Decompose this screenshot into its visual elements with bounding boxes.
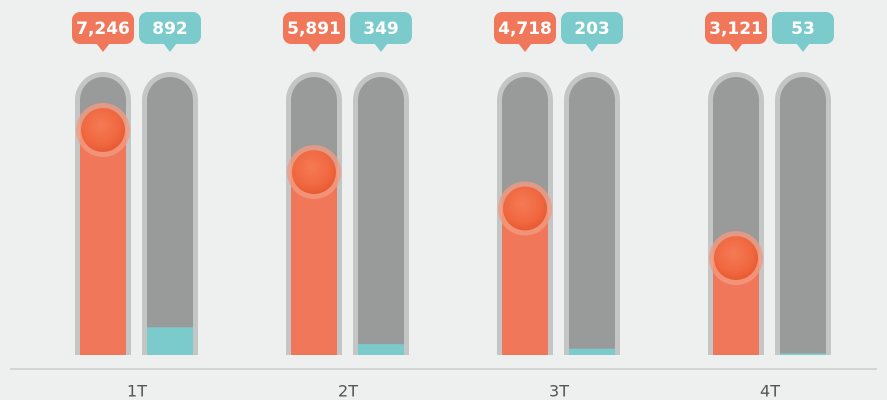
knob <box>503 186 547 231</box>
track-inner <box>569 77 615 355</box>
value-label: 3,121 <box>709 19 763 39</box>
x-tick-label: 3T <box>549 382 569 400</box>
value-label: 5,891 <box>287 19 341 39</box>
value-label: 7,246 <box>76 19 130 39</box>
value-label: 4,718 <box>498 19 552 39</box>
label-pointer <box>307 43 321 52</box>
label-bubble <box>72 12 134 44</box>
track-inner <box>358 77 404 355</box>
label-pointer <box>585 43 599 52</box>
value-label: 892 <box>152 19 188 39</box>
knob <box>292 150 336 195</box>
bar <box>358 344 404 355</box>
label-bubble <box>705 12 767 44</box>
value-label: 53 <box>791 19 815 39</box>
value-label: 203 <box>574 19 610 39</box>
label-pointer <box>374 43 388 52</box>
label-pointer <box>518 43 532 52</box>
label-bubble <box>772 12 834 44</box>
bar <box>80 130 126 355</box>
bar <box>780 353 826 355</box>
label-bubble <box>350 12 412 44</box>
bar <box>569 348 615 355</box>
label-bubble <box>283 12 345 44</box>
x-tick-label: 1T <box>127 382 147 400</box>
bar <box>147 327 193 355</box>
label-bubble <box>561 12 623 44</box>
x-tick-label: 2T <box>338 382 358 400</box>
track-inner <box>780 77 826 355</box>
label-pointer <box>729 43 743 52</box>
label-pointer <box>163 43 177 52</box>
x-tick-label: 4T <box>760 382 780 400</box>
label-pointer <box>796 43 810 52</box>
value-label: 349 <box>363 19 399 39</box>
knob <box>81 108 125 152</box>
label-bubble <box>494 12 556 44</box>
label-bubble <box>139 12 201 44</box>
bar <box>291 172 337 355</box>
knob <box>714 236 758 281</box>
track-inner <box>147 77 193 355</box>
label-pointer <box>96 43 110 52</box>
